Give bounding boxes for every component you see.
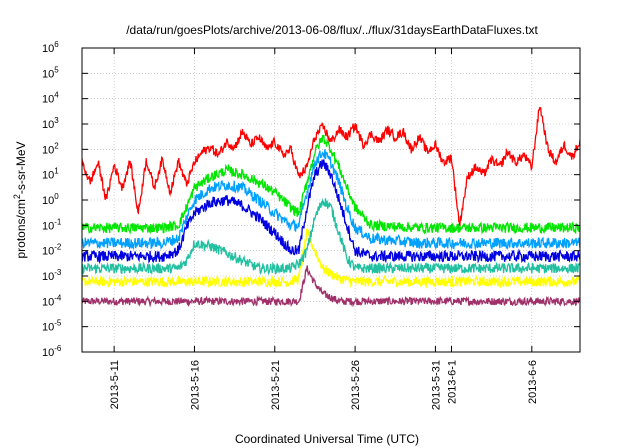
y-tick-label-base: 10 xyxy=(42,246,54,258)
x-tick-label: 2013-6-1 xyxy=(446,360,458,404)
y-tick-label: 101 xyxy=(42,167,59,182)
y-tick-label-exponent: 4 xyxy=(54,91,59,100)
x-axis-label: Coordinated Universal Time (UTC) xyxy=(235,432,419,446)
y-tick-label: 103 xyxy=(42,116,59,131)
y-tick-label-exponent: 2 xyxy=(54,141,59,150)
y-tick-label: 104 xyxy=(42,91,59,106)
y-tick-label-base: 10 xyxy=(42,144,54,156)
y-tick-label-base: 10 xyxy=(42,220,54,232)
series-line-5 xyxy=(82,198,580,276)
y-tick-label: 10-1 xyxy=(42,217,62,232)
y-tick-label: 106 xyxy=(42,40,59,55)
x-tick-label: 2013-5-11 xyxy=(109,360,121,409)
y-tick-label-exponent: 5 xyxy=(54,65,59,74)
y-tick-label-base: 10 xyxy=(42,68,54,80)
y-tick-label: 10-4 xyxy=(42,293,62,308)
series-line-7 xyxy=(82,265,580,308)
y-tick-label: 10-3 xyxy=(42,268,62,283)
y-tick-label: 102 xyxy=(42,141,59,156)
y-tick-label-exponent: 3 xyxy=(54,116,59,125)
y-tick-label: 105 xyxy=(42,65,59,80)
series-line-3 xyxy=(82,149,580,251)
y-axis-label-exponent: 2 xyxy=(12,194,22,199)
y-tick-label: 10-2 xyxy=(42,243,62,258)
y-tick-label-base: 10 xyxy=(42,296,54,308)
series-group xyxy=(82,106,580,308)
y-tick-label-exponent: -4 xyxy=(54,293,62,302)
y-tick-label-base: 10 xyxy=(42,347,54,359)
series-line-1 xyxy=(82,106,580,226)
x-tick-label: 2013-5-26 xyxy=(350,360,362,410)
y-axis-label-tail: -s-sr-MeV xyxy=(14,141,28,194)
x-tick-label: 2013-5-16 xyxy=(189,360,201,410)
series-line-6 xyxy=(82,227,580,290)
y-tick-label-exponent: -5 xyxy=(54,319,62,328)
y-tick-label: 10-5 xyxy=(42,319,62,334)
y-tick-label-base: 10 xyxy=(42,43,54,55)
y-tick-label-base: 10 xyxy=(42,322,54,334)
chart-title: /data/run/goesPlots/archive/2013-06-08/f… xyxy=(126,23,538,37)
grid-lines xyxy=(82,47,580,353)
plot-area: 10-610-510-410-310-210-11001011021031041… xyxy=(42,40,581,410)
y-axis-label: protons/cm2-s-sr-MeV xyxy=(12,141,28,258)
y-tick-label-exponent: 0 xyxy=(54,192,59,201)
y-tick-label-base: 10 xyxy=(42,94,54,106)
y-tick-label-exponent: -3 xyxy=(54,268,62,277)
y-tick-label-base: 10 xyxy=(42,119,54,131)
y-tick-label-exponent: -2 xyxy=(54,243,62,252)
x-tick-label: 2013-6-6 xyxy=(527,360,539,404)
y-tick-label-base: 10 xyxy=(42,195,54,207)
y-tick-label-exponent: -1 xyxy=(54,217,62,226)
y-tick-label: 100 xyxy=(42,192,59,207)
y-tick-label-base: 10 xyxy=(42,271,54,283)
x-tick-label: 2013-5-31 xyxy=(430,360,442,410)
y-axis-label-main: protons/cm xyxy=(14,199,28,258)
series-line-2 xyxy=(82,134,580,235)
y-tick-label-exponent: 1 xyxy=(54,167,59,176)
series-line-4 xyxy=(82,159,580,265)
y-tick-label-base: 10 xyxy=(42,170,54,182)
y-tick-label: 10-6 xyxy=(42,344,62,359)
y-tick-label-exponent: 6 xyxy=(54,40,59,49)
y-tick-label-exponent: -6 xyxy=(54,344,62,353)
x-tick-label: 2013-5-21 xyxy=(270,360,282,410)
